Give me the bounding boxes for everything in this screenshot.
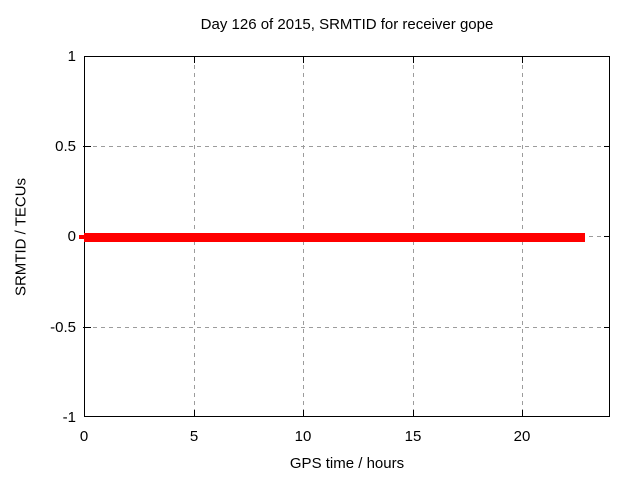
ytick-label-m0p5: -0.5: [50, 319, 76, 336]
x-axis-label: GPS time / hours: [289, 455, 405, 472]
xtick-label-0: 0: [79, 428, 89, 445]
series-srmtid-line-start: [79, 235, 85, 239]
xtick-mark-20-bottom: [522, 410, 523, 416]
ytick-mark-0p5-left: [83, 146, 91, 147]
ytick-label-0: 0: [67, 228, 76, 245]
gridline-ym0p5: [85, 327, 609, 328]
xtick-mark-20-top: [522, 57, 523, 63]
xtick-label-20: 20: [513, 428, 531, 445]
series-srmtid-line: [84, 233, 585, 242]
xtick-mark-15-top: [413, 57, 414, 63]
ytick-mark-0p5-right: [604, 146, 610, 147]
gridline-y0p5: [85, 146, 609, 147]
xtick-label-10: 10: [294, 428, 312, 445]
chart-title: Day 126 of 2015, SRMTID for receiver gop…: [200, 16, 494, 33]
ytick-label-0p5: 0.5: [55, 138, 76, 155]
ytick-mark-m0p5-left: [83, 327, 91, 328]
ytick-label-1: 1: [67, 48, 76, 65]
ytick-mark-m0p5-right: [604, 327, 610, 328]
ytick-label-m1: -1: [62, 409, 76, 426]
ytick-mark-0-right: [604, 236, 610, 237]
xtick-mark-5-top: [194, 57, 195, 63]
xtick-label-15: 15: [404, 428, 422, 445]
xtick-mark-10-bottom: [303, 410, 304, 416]
xtick-mark-10-top: [303, 57, 304, 63]
xtick-label-5: 5: [189, 428, 199, 445]
xtick-mark-5-bottom: [194, 410, 195, 416]
xtick-mark-15-bottom: [413, 410, 414, 416]
